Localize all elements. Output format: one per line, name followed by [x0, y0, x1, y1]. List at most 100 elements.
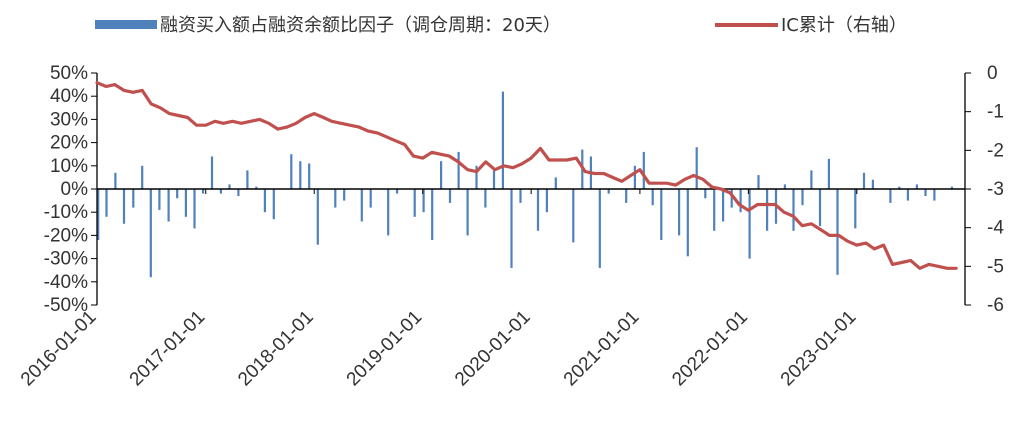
bar: [114, 172, 117, 189]
bar: [722, 189, 725, 222]
bar: [713, 189, 716, 231]
bar: [466, 189, 469, 236]
left-tick-label: 50%: [50, 63, 88, 84]
bar: [748, 189, 751, 259]
left-tick-label: -50%: [44, 295, 88, 316]
x-tick-label: 2019-01-01: [343, 307, 427, 391]
legend-bar-label: 融资买入额占融资余额比因子（调仓周期：20天）: [160, 15, 561, 36]
bar: [299, 161, 302, 189]
bar: [105, 189, 108, 217]
bar: [898, 186, 901, 189]
bar: [633, 165, 636, 189]
legend-line-label: IC累计（右轴）: [781, 15, 907, 36]
bar: [219, 189, 222, 194]
bar: [387, 189, 390, 236]
bar: [246, 170, 249, 189]
bar: [272, 189, 275, 220]
bar: [176, 189, 179, 199]
left-tick-label: -30%: [44, 249, 88, 270]
x-tick-label: 2018-01-01: [234, 307, 318, 391]
left-tick-label: -20%: [44, 225, 88, 246]
bar: [660, 189, 663, 240]
left-tick-label: 10%: [50, 156, 88, 177]
bar: [413, 189, 416, 217]
bar: [536, 189, 540, 231]
right-tick-label: -1: [987, 102, 1004, 123]
right-tick-label: -6: [987, 295, 1004, 316]
bar: [202, 189, 205, 194]
line-series: [95, 81, 958, 270]
bar: [492, 170, 496, 189]
bar: [290, 154, 293, 189]
bar: [448, 189, 452, 203]
x-tick-label: 2021-01-01: [560, 307, 644, 391]
bar: [730, 189, 733, 208]
bar: [792, 189, 795, 231]
bar: [739, 189, 742, 213]
right-tick-label: -2: [987, 140, 1004, 161]
bar: [149, 189, 152, 278]
x-tick-label: 2017-01-01: [126, 307, 210, 391]
bar: [519, 189, 522, 203]
bar: [572, 189, 575, 243]
bar: [854, 189, 857, 229]
bar: [510, 189, 513, 268]
axes: [91, 72, 971, 306]
bar: [422, 189, 425, 213]
left-tick-label: 0%: [61, 179, 89, 200]
bar: [801, 189, 804, 206]
bar: [598, 189, 601, 268]
bar: [651, 189, 654, 206]
bar: [950, 186, 953, 189]
bar: [343, 189, 346, 201]
bar: [704, 189, 707, 199]
bar: [889, 189, 892, 203]
bar: [193, 189, 196, 229]
x-tick-label: 2020-01-01: [451, 307, 535, 391]
bar: [783, 184, 786, 189]
bar: [484, 189, 487, 208]
right-tick-label: -5: [987, 256, 1004, 277]
bar: [457, 151, 460, 189]
bar: [836, 189, 839, 275]
bar-series: [97, 91, 953, 278]
bar: [906, 189, 909, 201]
bar: [167, 189, 170, 222]
bar: [545, 189, 548, 213]
bar: [263, 189, 266, 213]
bar: [757, 175, 760, 189]
bar: [695, 147, 698, 189]
bar: [686, 189, 689, 257]
bar: [141, 165, 144, 189]
x-tick-label: 2022-01-01: [668, 307, 752, 391]
bar: [554, 177, 557, 189]
bar: [625, 189, 628, 203]
bar: [871, 179, 874, 189]
bar: [431, 189, 434, 240]
bar: [501, 91, 504, 189]
bar: [915, 184, 918, 189]
bar: [158, 189, 161, 210]
x-tick-label: 2016-01-01: [17, 307, 101, 391]
x-tick-label: 2023-01-01: [777, 307, 861, 391]
bar: [184, 189, 187, 217]
bar: [678, 189, 681, 236]
bar: [316, 189, 319, 245]
left-tick-label: -10%: [44, 202, 88, 223]
bar: [818, 189, 822, 227]
bar: [132, 189, 135, 208]
bar: [122, 189, 126, 224]
bar: [228, 184, 231, 189]
bar: [924, 189, 927, 196]
bar: [810, 170, 813, 189]
bar: [97, 189, 100, 240]
bar: [360, 189, 363, 222]
right-tick-label: 0: [987, 63, 998, 84]
right-tick-label: -3: [987, 179, 1004, 200]
bar: [396, 189, 399, 194]
bar: [642, 151, 645, 189]
bar: [862, 172, 866, 189]
bar: [607, 189, 610, 194]
bar: [369, 189, 372, 208]
